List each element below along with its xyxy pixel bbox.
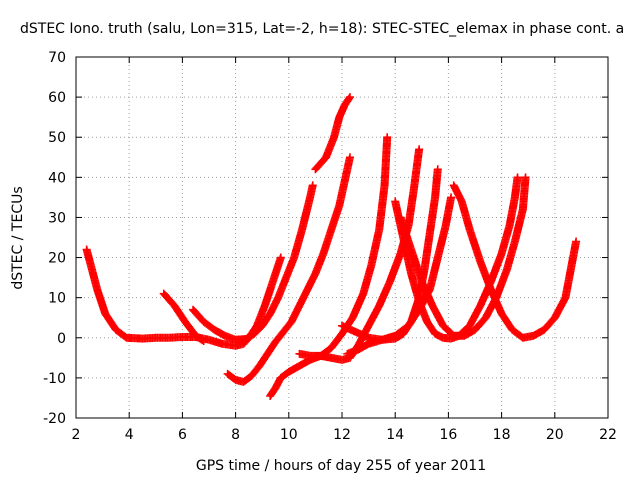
x-tick-label: 18: [493, 427, 511, 443]
data-point-marker: [383, 133, 392, 142]
series-11: [396, 173, 530, 340]
y-axis-label: dSTEC / TECUs: [10, 186, 26, 289]
y-tick-label: 40: [48, 170, 66, 186]
series-12: [449, 181, 581, 342]
data-point-marker: [433, 165, 442, 174]
series-2: [159, 289, 208, 345]
y-tick-label: 20: [48, 251, 66, 267]
data-point-marker: [199, 336, 208, 345]
data-point-marker: [276, 253, 285, 262]
series-4: [223, 153, 354, 386]
x-tick-label: 8: [231, 427, 240, 443]
data-point-marker: [572, 237, 581, 246]
data-point-marker: [345, 94, 354, 103]
data-point-marker: [198, 336, 207, 345]
y-tick-label: -10: [43, 371, 66, 387]
series-7: [311, 93, 354, 174]
x-tick-label: 16: [439, 427, 457, 443]
x-tick-label: 4: [125, 427, 134, 443]
data-point-marker: [415, 145, 424, 154]
y-tick-label: 60: [48, 90, 66, 106]
y-tick-label: -20: [43, 411, 66, 427]
x-tick-label: 22: [599, 427, 617, 443]
series-5: [266, 133, 392, 400]
y-tick-label: 70: [48, 50, 66, 66]
x-axis-label: GPS time / hours of day 255 of year 2011: [196, 458, 486, 474]
data-point-marker: [345, 153, 354, 162]
y-tick-label: 50: [48, 130, 66, 146]
data-point-marker: [447, 193, 456, 202]
data-point-marker: [521, 173, 530, 182]
x-tick-label: 2: [72, 427, 81, 443]
data-point-marker: [513, 173, 522, 182]
axis-ticks: 2 4 6 8 10 12 14 16 18 20 22 -20 -10 0 10 20 30 40 50 60 70: [43, 50, 617, 443]
series-9: [343, 193, 456, 358]
x-tick-label: 14: [386, 427, 404, 443]
data-point-marker: [308, 181, 317, 190]
series-10: [391, 173, 522, 343]
y-tick-label: 30: [48, 210, 66, 226]
series-3: [189, 181, 317, 344]
chart-title: dSTEC Iono. truth (salu, Lon=315, Lat=-2…: [20, 21, 624, 37]
series-1: [82, 245, 285, 350]
y-tick-label: 0: [57, 331, 66, 347]
x-tick-label: 6: [178, 427, 187, 443]
x-tick-label: 20: [546, 427, 564, 443]
y-tick-label: 10: [48, 291, 66, 307]
x-tick-label: 10: [280, 427, 298, 443]
data-point-marker: [345, 93, 354, 102]
x-tick-label: 12: [333, 427, 351, 443]
data-series: [82, 93, 581, 400]
